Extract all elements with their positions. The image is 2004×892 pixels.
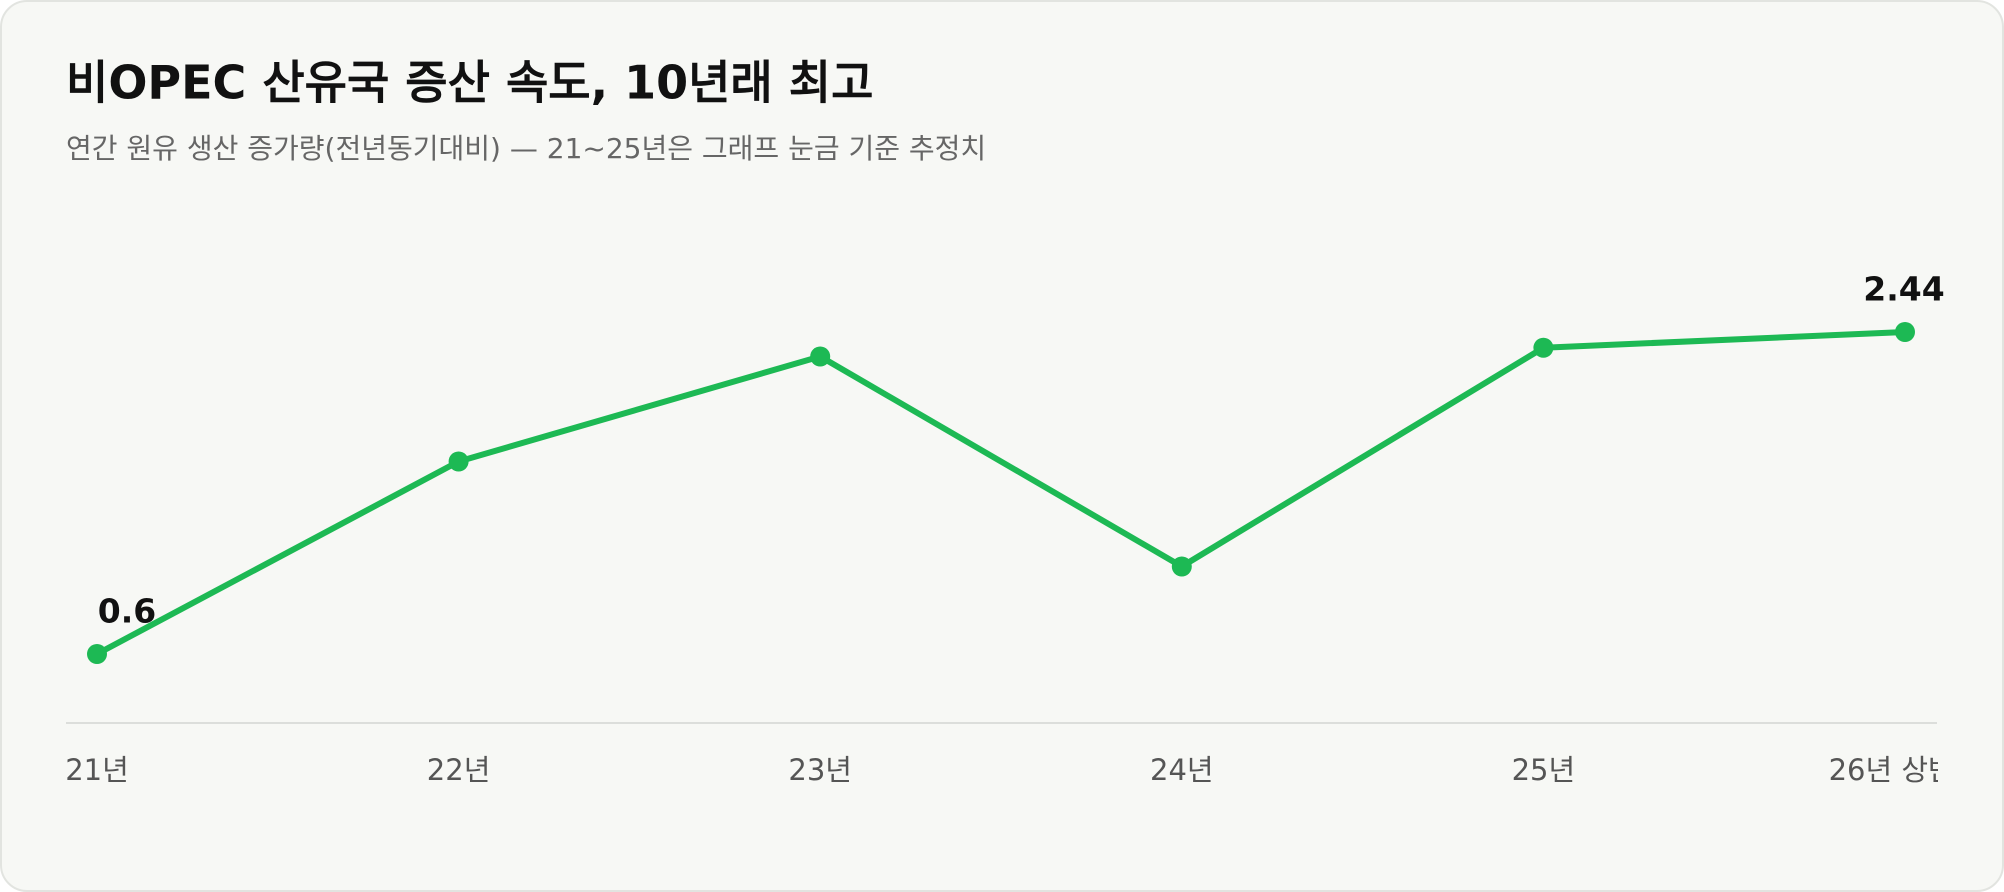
data-label: 2.44 — [1863, 270, 1944, 309]
point — [810, 346, 831, 367]
x-labels: 21년 22년 23년 24년 25년 26년 상반기 — [65, 753, 1982, 787]
x-tick-label: 24년 — [1150, 753, 1214, 787]
chart-title: 비OPEC 산유국 증산 속도, 10년래 최고 — [66, 56, 873, 110]
point — [1895, 322, 1915, 342]
x-tick-label: 21년 — [65, 753, 129, 787]
x-tick-label: 26년 상반기 — [1829, 753, 1982, 787]
point — [87, 644, 107, 664]
line — [95, 329, 1906, 657]
data-label: 0.6 — [98, 592, 156, 631]
chart-subtitle: 연간 원유 생산 증가량(전년동기대비) — 21~25년은 그래프 눈금 기준… — [66, 132, 986, 165]
point — [448, 451, 469, 472]
point — [1533, 337, 1554, 358]
x-tick-label: 23년 — [788, 753, 852, 787]
x-tick-label: 25년 — [1512, 753, 1576, 787]
point — [1171, 556, 1192, 577]
x-tick-label: 22년 — [427, 753, 491, 787]
